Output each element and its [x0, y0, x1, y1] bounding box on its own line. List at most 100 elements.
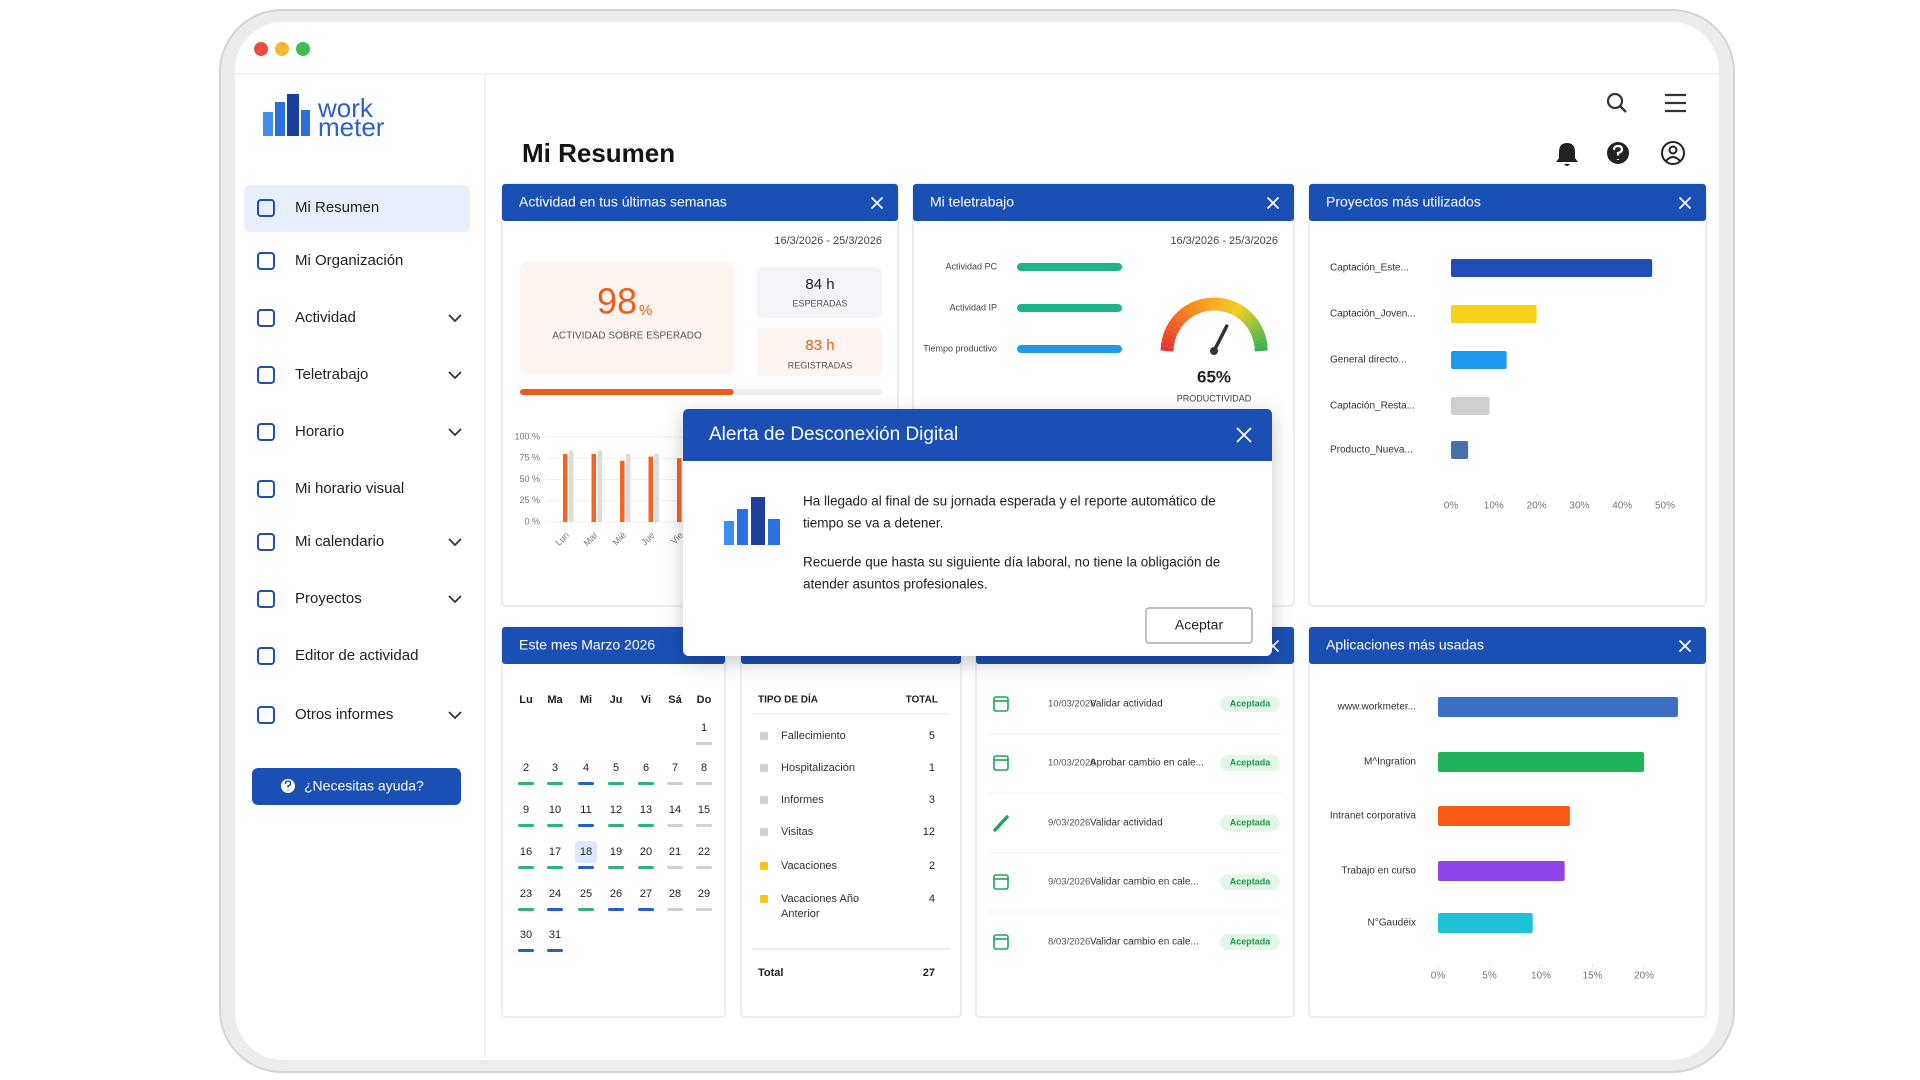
nav-item[interactable]: Actividad [244, 295, 470, 342]
nav-item[interactable]: Horario [244, 409, 470, 456]
nav-item[interactable]: Editor de actividad [244, 633, 470, 680]
calendar-day[interactable]: 24 [549, 888, 561, 900]
calendar-day[interactable]: 3 [552, 762, 558, 774]
gauge-arc [1187, 302, 1198, 317]
calendar-day[interactable]: 6 [643, 762, 649, 774]
modal-text: atender asuntos profesionales. [803, 577, 988, 592]
status-badge [1220, 874, 1280, 890]
nav-icon [257, 647, 275, 665]
nav-item[interactable]: Mi horario visual [244, 466, 470, 513]
close-button[interactable] [869, 195, 886, 212]
day-status [547, 866, 563, 869]
calendar-day[interactable]: 9 [523, 804, 529, 816]
window-close-dot[interactable] [254, 42, 268, 56]
close-button[interactable] [1677, 195, 1694, 212]
search-lens [1606, 92, 1624, 110]
modal-header-base [683, 450, 1272, 461]
type-color [760, 764, 768, 772]
modal-text: Ha llegado al final de su jornada espera… [803, 494, 1216, 509]
gauge-hub [1210, 347, 1218, 355]
calendar-day[interactable]: 20 [640, 846, 652, 858]
window-minimize-dot[interactable] [275, 42, 289, 56]
calendar-day[interactable]: 8 [701, 762, 707, 774]
y-tick-label: 75 % [519, 453, 540, 463]
status-badge [1220, 815, 1280, 831]
search-icon[interactable] [1606, 92, 1627, 113]
nav-item[interactable]: Teletrabajo [244, 352, 470, 399]
logo-text: meter [318, 112, 385, 142]
x-tick-label: 10% [1531, 971, 1551, 982]
day-status [667, 866, 683, 869]
accept-button[interactable]: Aceptar [1145, 607, 1253, 644]
calendar-day[interactable]: 28 [669, 888, 681, 900]
y-category-label: General directo... [1330, 355, 1407, 366]
calendar-day[interactable]: 23 [520, 888, 532, 900]
calendar-day[interactable]: 31 [549, 929, 561, 941]
close-stroke [1678, 639, 1692, 653]
menu-icon[interactable] [1665, 93, 1686, 113]
calendar-day[interactable]: 14 [669, 804, 681, 816]
y-category-label: Captación_Resta... [1330, 401, 1415, 412]
card-title: Mi teletrabajo [930, 194, 1014, 210]
card-title: Actividad en tus últimas semanas [519, 194, 727, 210]
calendar-day[interactable]: 25 [580, 888, 592, 900]
bar [654, 454, 659, 522]
x-tick-label: 20% [1527, 501, 1547, 512]
close-button[interactable] [1234, 425, 1254, 445]
calendar-day[interactable]: 30 [520, 929, 532, 941]
registered-label: REGISTRADAS [788, 360, 853, 370]
nav-item[interactable]: Proyectos [244, 576, 470, 623]
registered-value: 83 h [805, 337, 834, 354]
help-button-label: ¿Necesitas ayuda? [304, 778, 424, 794]
telework-bar [1017, 304, 1122, 312]
nav-item[interactable]: Mi Organización [244, 238, 470, 285]
nav-chevron [448, 314, 462, 323]
request-action: Validar cambio en cale... [1090, 937, 1199, 948]
nav-item[interactable]: Otros informes [244, 692, 470, 739]
calendar-day[interactable]: 11 [580, 804, 591, 816]
close-button[interactable] [1265, 195, 1282, 212]
calendar-day[interactable]: 4 [583, 762, 589, 774]
nav-icon [257, 706, 275, 724]
card [1308, 183, 1707, 607]
nav-item[interactable]: Mi Resumen [244, 185, 470, 232]
calendar-day[interactable]: 17 [549, 846, 561, 858]
y-category-label: Captación_Este... [1330, 263, 1409, 274]
calendar-day[interactable]: 10 [549, 804, 561, 816]
calendar-day[interactable]: 2 [523, 762, 529, 774]
day-status [578, 824, 594, 827]
calendar-day[interactable]: 18 [580, 846, 592, 858]
notifications-icon[interactable] [1556, 143, 1578, 166]
help-button[interactable]: ¿Necesitas ayuda? [252, 768, 461, 805]
calendar-day[interactable]: 22 [698, 846, 710, 858]
calendar-day[interactable]: 29 [698, 888, 710, 900]
request-date: 9/03/2026 [1048, 818, 1090, 829]
calendar-day[interactable]: 12 [610, 804, 622, 816]
day-status [696, 824, 712, 827]
calendar-day[interactable]: 13 [640, 804, 652, 816]
day-status [638, 908, 654, 911]
calendar-day[interactable]: 19 [610, 846, 622, 858]
type-label: Visitas [781, 826, 814, 838]
calendar-day[interactable]: 26 [610, 888, 622, 900]
calendar-day[interactable]: 5 [613, 762, 619, 774]
column-header: TIPO DE DÍA [758, 693, 818, 706]
window-maximize-dot[interactable] [296, 42, 310, 56]
close-button[interactable] [1677, 638, 1694, 655]
account-icon[interactable] [1661, 141, 1685, 165]
calendar-day[interactable]: 16 [520, 846, 532, 858]
calendar-day[interactable]: 7 [672, 762, 678, 774]
nav-chevron [448, 711, 462, 720]
day-status [518, 782, 534, 785]
request-action: Validar actividad [1090, 699, 1163, 710]
calendar-day[interactable]: 15 [698, 804, 710, 816]
calendar-day[interactable]: 27 [640, 888, 652, 900]
nav-icon [257, 252, 275, 270]
nav-label: Actividad [295, 309, 356, 326]
card-header [1309, 184, 1706, 221]
help-icon[interactable] [1607, 142, 1629, 164]
type-total: 1 [929, 762, 935, 774]
nav-item[interactable]: Mi calendario [244, 519, 470, 566]
calendar-day[interactable]: 21 [669, 846, 681, 858]
calendar-day[interactable]: 1 [701, 722, 707, 734]
